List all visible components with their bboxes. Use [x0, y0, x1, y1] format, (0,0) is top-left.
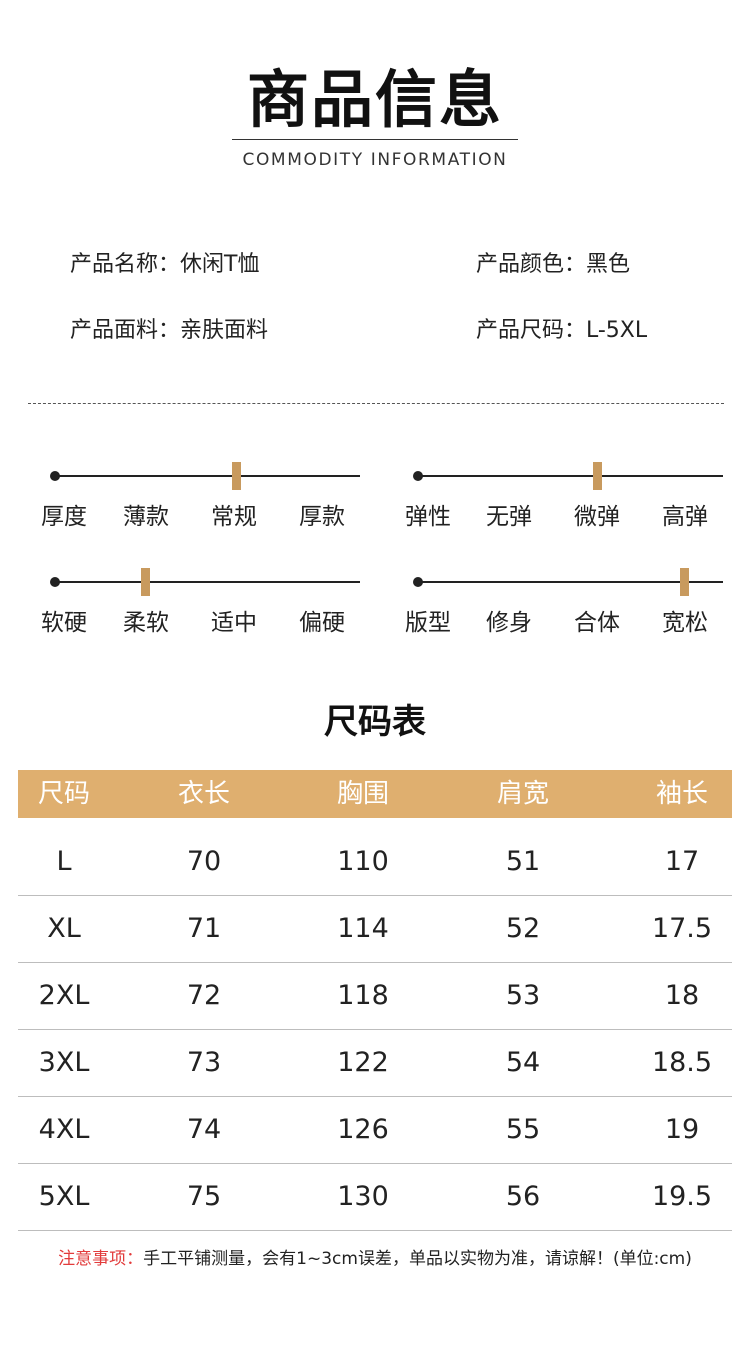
scale-label: 版型: [405, 610, 451, 636]
table-cell: 110: [337, 846, 389, 877]
scale-marker: [232, 462, 241, 490]
table-cell: 53: [505, 980, 541, 1011]
table-cell: 19.5: [651, 1181, 713, 1212]
table-row: 4XL 74 126 55 19: [18, 1097, 732, 1164]
scale-line: [419, 581, 723, 583]
table-cell: L: [56, 846, 72, 877]
table-cell: 4XL: [38, 1114, 90, 1145]
table-cell: 3XL: [38, 1047, 90, 1078]
scale-softness: 软硬 柔软 适中 偏硬: [41, 560, 360, 640]
scale-marker: [680, 568, 689, 596]
scale-label: 厚度: [41, 504, 87, 530]
scale-marker: [593, 462, 602, 490]
table-cell: 130: [337, 1181, 389, 1212]
scale-option-selected: 宽松: [662, 610, 708, 636]
scale-line: [419, 475, 723, 477]
scale-thickness: 厚度 薄款 常规 厚款: [41, 454, 360, 534]
table-cell: 19: [664, 1114, 700, 1145]
scale-option: 适中: [211, 610, 257, 636]
note-text: 手工平铺测量，会有1~3cm误差，单品以实物为准，请谅解！(单位:cm): [143, 1249, 692, 1269]
scale-option: 厚款: [299, 504, 345, 530]
table-cell: 18.5: [651, 1047, 713, 1078]
size-chart-title: 尺码表: [324, 702, 426, 742]
title-divider: [232, 139, 518, 140]
page-subtitle: COMMODITY INFORMATION: [242, 150, 508, 170]
scale-start-dot: [413, 471, 423, 481]
scale-option: 薄款: [123, 504, 169, 530]
table-cell: 126: [337, 1114, 389, 1145]
scale-line: [56, 581, 360, 583]
scale-start-dot: [50, 577, 60, 587]
table-cell: 54: [505, 1047, 541, 1078]
col-header-length: 衣长: [177, 779, 230, 809]
table-row: 2XL 72 118 53 18: [18, 963, 732, 1030]
scale-option: 合体: [574, 610, 620, 636]
table-row: XL 71 114 52 17.5: [18, 896, 732, 963]
scale-option: 高弹: [662, 504, 708, 530]
scale-start-dot: [50, 471, 60, 481]
table-row: 3XL 73 122 54 18.5: [18, 1030, 732, 1097]
table-cell: 17.5: [651, 913, 713, 944]
scale-marker: [141, 568, 150, 596]
table-cell: 70: [186, 846, 222, 877]
info-product-color: 产品颜色：黑色: [476, 252, 631, 277]
table-row: 5XL 75 130 56 19.5: [18, 1164, 732, 1231]
size-table-header: 尺码 衣长 胸围 肩宽 袖长: [18, 770, 732, 818]
table-cell: 5XL: [38, 1181, 90, 1212]
scale-fit: 版型 修身 合体 宽松: [405, 560, 723, 640]
table-cell: 72: [186, 980, 222, 1011]
table-cell: XL: [47, 913, 81, 944]
scale-option: 修身: [486, 610, 532, 636]
table-cell: 114: [337, 913, 389, 944]
table-cell: 122: [337, 1047, 389, 1078]
scale-label: 软硬: [41, 610, 87, 636]
scale-elasticity: 弹性 无弹 微弹 高弹: [405, 454, 723, 534]
scale-option: 偏硬: [299, 610, 345, 636]
info-product-fabric: 产品面料：亲肤面料: [70, 318, 269, 343]
measurement-note: 注意事项：手工平铺测量，会有1~3cm误差，单品以实物为准，请谅解！(单位:cm…: [0, 1246, 750, 1272]
col-header-size: 尺码: [37, 779, 90, 809]
scale-start-dot: [413, 577, 423, 587]
table-cell: 52: [505, 913, 541, 944]
table-cell: 75: [186, 1181, 222, 1212]
table-cell: 56: [505, 1181, 541, 1212]
dashed-divider: [28, 403, 724, 404]
table-cell: 55: [505, 1114, 541, 1145]
col-header-shoulder: 肩宽: [496, 779, 549, 809]
table-cell: 18: [664, 980, 700, 1011]
scale-option-selected: 常规: [211, 504, 257, 530]
page-title: 商品信息: [246, 63, 503, 136]
scale-label: 弹性: [405, 504, 451, 530]
table-cell: 73: [186, 1047, 222, 1078]
table-cell: 51: [505, 846, 541, 877]
scale-option: 无弹: [486, 504, 532, 530]
info-product-size: 产品尺码：L-5XL: [476, 318, 648, 343]
table-cell: 71: [186, 913, 222, 944]
scale-option-selected: 柔软: [123, 610, 169, 636]
table-cell: 2XL: [38, 980, 90, 1011]
scale-line: [56, 475, 360, 477]
scale-option-selected: 微弹: [574, 504, 620, 530]
table-cell: 17: [664, 846, 700, 877]
table-row: L 70 110 51 17: [18, 829, 732, 896]
info-product-name: 产品名称：休闲T恤: [70, 252, 260, 277]
col-header-chest: 胸围: [336, 779, 389, 809]
table-cell: 118: [337, 980, 389, 1011]
note-label: 注意事项：: [58, 1249, 144, 1269]
table-cell: 74: [186, 1114, 222, 1145]
col-header-sleeve: 袖长: [655, 779, 708, 809]
